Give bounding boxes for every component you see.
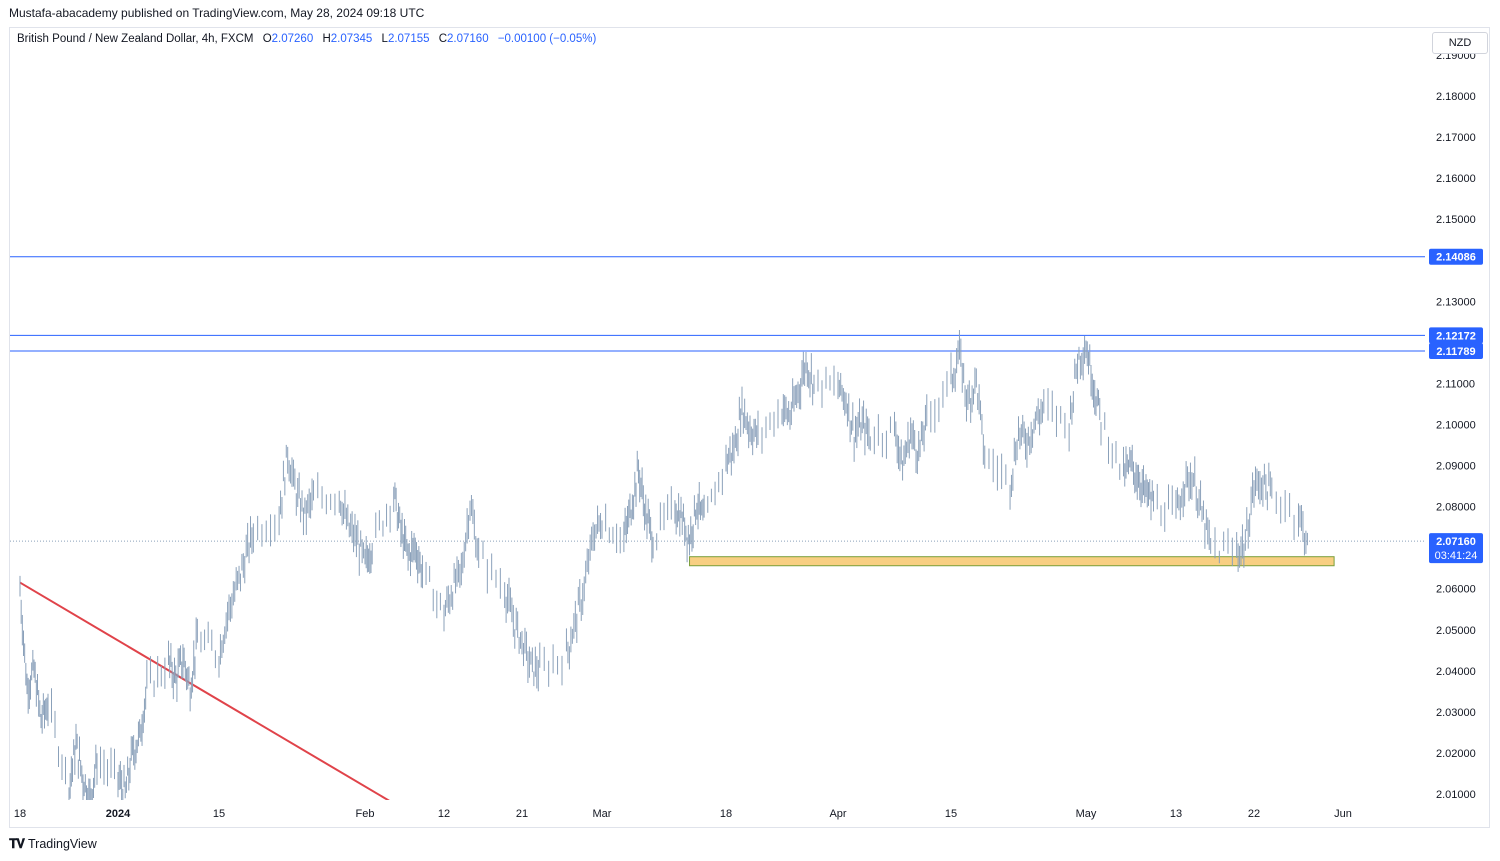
high-label: H — [322, 33, 331, 45]
x-tick-label: 22 — [1248, 808, 1260, 820]
y-tick-label: 2.17000 — [1436, 132, 1476, 144]
y-tick-label: 2.13000 — [1436, 296, 1476, 308]
y-tick-label: 2.03000 — [1436, 707, 1476, 719]
y-tick-label: 2.06000 — [1436, 584, 1476, 596]
x-tick-label: 21 — [516, 808, 528, 820]
high-value: 2.07345 — [330, 33, 373, 45]
x-tick-label: 18 — [14, 808, 26, 820]
y-tick-label: 2.10000 — [1436, 420, 1476, 432]
close-label: C — [438, 33, 448, 45]
brand-name[interactable]: TradingView — [28, 837, 97, 851]
countdown-label: 03:41:24 — [1435, 550, 1478, 562]
y-tick-label: 2.08000 — [1436, 502, 1476, 514]
y-tick-label: 2.09000 — [1436, 461, 1476, 473]
y-tick-label: 2.11000 — [1436, 378, 1475, 390]
y-tick-label: 2.04000 — [1436, 666, 1476, 678]
current-price-tag — [1429, 533, 1483, 564]
x-tick-label: 12 — [438, 808, 450, 820]
y-tick-label: 2.01000 — [1436, 789, 1476, 801]
x-tick-label: 2024 — [106, 808, 131, 820]
footer: 𝐓𝐕 TradingView — [9, 836, 97, 852]
change-value: −0.00100 (−0.05%) — [497, 33, 597, 45]
x-tick-label: 18 — [720, 808, 732, 820]
x-tick-label: Jun — [1334, 808, 1352, 820]
price-tag-2 — [1429, 343, 1483, 360]
trendline — [19, 581, 390, 800]
y-tick-label: 2.16000 — [1436, 173, 1476, 185]
x-tick-label: 13 — [1170, 808, 1182, 820]
x-tick-label: Mar — [593, 808, 612, 820]
price-tag-1 — [1429, 327, 1483, 344]
y-tick-label: 2.15000 — [1436, 214, 1476, 226]
open-label: O — [262, 33, 272, 45]
y-tick-label: 2.18000 — [1436, 91, 1476, 103]
support-zone — [689, 556, 1335, 567]
x-tick-label: Feb — [356, 808, 375, 820]
x-tick-label: Apr — [829, 808, 846, 820]
current-price-label: 2.07160 — [1436, 536, 1476, 548]
x-tick-label: May — [1076, 808, 1097, 820]
low-label: L — [381, 33, 388, 45]
price-tag-label-1: 2.12172 — [1436, 330, 1476, 342]
chart-frame — [9, 27, 1490, 828]
x-tick-label: 15 — [945, 808, 957, 820]
symbol-legend: British Pound / New Zealand Dollar, 4h, … — [17, 33, 596, 45]
plot-area — [10, 256, 1425, 800]
open-value: 2.07260 — [271, 33, 314, 45]
currency-button[interactable]: NZD — [1432, 32, 1488, 54]
symbol-name[interactable]: British Pound / New Zealand Dollar, 4h, … — [17, 33, 254, 45]
published-info: Mustafa-abacademy published on TradingVi… — [9, 6, 425, 20]
y-tick-label: 2.02000 — [1436, 748, 1476, 760]
y-tick-label: 2.05000 — [1436, 625, 1476, 637]
price-tag-0 — [1429, 248, 1483, 265]
x-tick-label: 15 — [213, 808, 225, 820]
close-value: 2.07160 — [447, 33, 489, 45]
price-tag-label-2: 2.11789 — [1436, 346, 1475, 358]
tradingview-logo-icon[interactable]: 𝐓𝐕 — [9, 836, 25, 851]
price-tag-label-0: 2.14086 — [1436, 252, 1476, 264]
low-value: 2.07155 — [387, 33, 430, 45]
price-series — [19, 330, 1308, 800]
